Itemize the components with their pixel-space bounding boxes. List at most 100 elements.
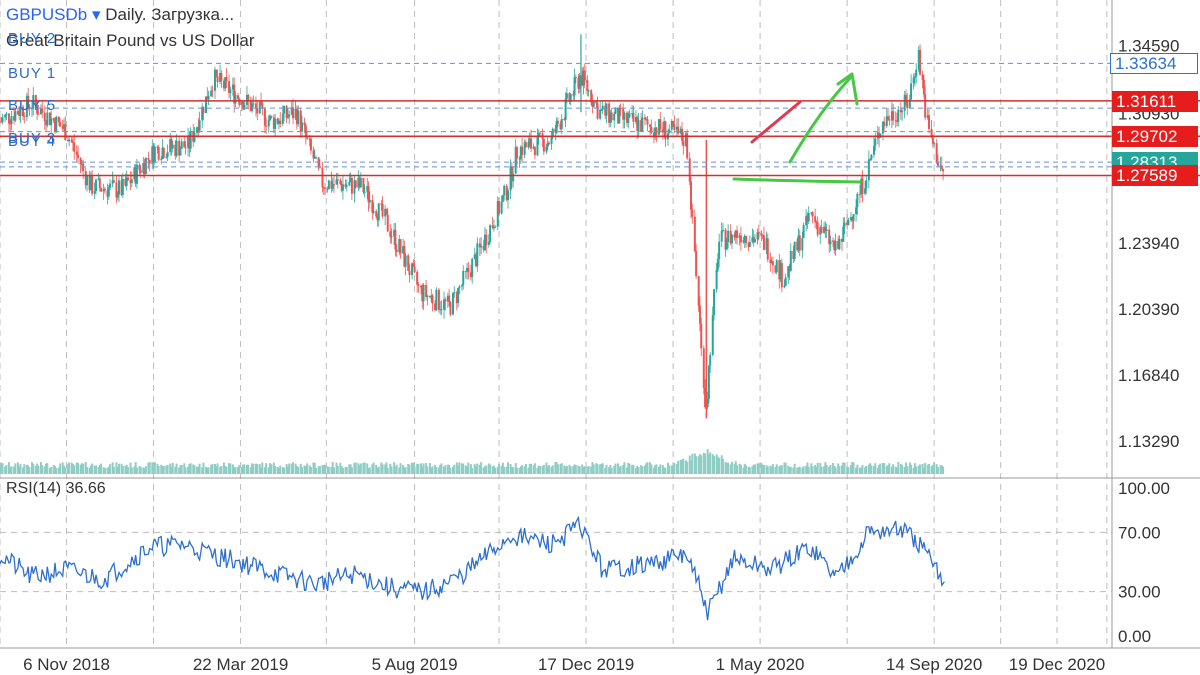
volume-bar xyxy=(89,465,92,474)
candle-body xyxy=(650,126,653,133)
candle-body xyxy=(780,262,783,288)
volume-bar xyxy=(483,466,486,474)
volume-bar xyxy=(52,465,55,474)
candle-body xyxy=(530,138,533,149)
volume-bar xyxy=(820,466,823,474)
volume-bar xyxy=(709,452,712,474)
volume-bar xyxy=(111,462,114,474)
volume-bar xyxy=(806,462,809,474)
candle-body xyxy=(120,180,123,195)
volume-bar xyxy=(867,464,870,474)
candle-body xyxy=(613,113,616,121)
candle-body xyxy=(19,106,22,116)
volume-bar xyxy=(724,462,727,474)
candle-body xyxy=(475,254,478,267)
candle-body xyxy=(306,136,309,139)
volume-bar xyxy=(160,464,163,474)
candle-body xyxy=(592,100,595,107)
candle-body xyxy=(778,260,781,280)
volume-bar xyxy=(572,466,575,474)
volume-bar xyxy=(192,464,195,474)
candle-body xyxy=(789,251,792,271)
candle-body xyxy=(834,241,837,251)
volume-bar xyxy=(300,467,303,474)
candle-body xyxy=(706,399,709,408)
horizontal-levels[interactable] xyxy=(0,62,1200,177)
volume-bar xyxy=(362,462,365,474)
volume-bar xyxy=(752,464,755,474)
volume-bar xyxy=(426,466,429,474)
candle-body xyxy=(881,121,884,134)
volume-bar xyxy=(50,467,53,474)
symbol-dropdown-icon[interactable]: ▾ xyxy=(91,5,101,24)
candle-body xyxy=(931,137,934,144)
candle-body xyxy=(869,159,872,161)
volume-bar xyxy=(939,465,942,474)
volume-bar xyxy=(494,467,497,474)
volume-bar xyxy=(748,467,751,474)
volume-bar xyxy=(668,465,671,474)
volume-bar xyxy=(277,467,280,474)
volume-bar xyxy=(718,457,721,474)
candle-body xyxy=(872,145,875,155)
volume-bar xyxy=(771,464,774,474)
alert-label-buy-4[interactable]: BUY 4 xyxy=(8,133,57,150)
volume-bar xyxy=(819,462,822,474)
candle-body xyxy=(704,387,707,408)
candle-body xyxy=(655,127,658,135)
volume-bar xyxy=(312,462,315,474)
candle-body xyxy=(806,215,809,222)
volume-bar xyxy=(816,462,819,474)
volume-bar xyxy=(242,464,245,474)
volume-bar xyxy=(0,462,3,474)
volume-bar xyxy=(238,465,241,474)
volume-bar xyxy=(618,467,621,474)
volume-bar xyxy=(118,463,121,474)
candle-body xyxy=(93,191,96,194)
candle-body xyxy=(437,289,440,310)
candle-body xyxy=(77,154,80,158)
volume-bar xyxy=(563,465,566,474)
candle-body xyxy=(527,141,530,148)
candle-body xyxy=(66,139,69,142)
candle-body xyxy=(389,231,392,237)
volume-bar xyxy=(838,465,841,474)
candle-body xyxy=(211,90,214,92)
volume-bar xyxy=(617,463,620,474)
y-tick-label: 1.23940 xyxy=(1118,234,1179,253)
symbol-name[interactable]: GBPUSDb xyxy=(6,5,88,24)
alert-label-buy-1[interactable]: BUY 1 xyxy=(8,65,57,82)
candle-body xyxy=(202,106,205,113)
candle-body xyxy=(756,232,759,240)
candle-body xyxy=(73,142,76,152)
alert-label-buy-2-top[interactable]: BUY 2 xyxy=(8,30,57,47)
volume-bar xyxy=(846,466,849,474)
candle-body xyxy=(256,107,259,114)
volume-bar xyxy=(473,464,476,474)
candle-body xyxy=(174,144,177,156)
candle-body xyxy=(348,182,351,186)
candle-body xyxy=(428,295,431,298)
candle-body xyxy=(376,216,379,221)
candle-body xyxy=(245,95,248,106)
candle-body xyxy=(143,163,146,174)
volume-bar xyxy=(7,462,10,474)
candle-body xyxy=(940,165,943,170)
volume-bar xyxy=(655,464,658,474)
alert-label-buy-3[interactable]: BUY 3 xyxy=(8,130,57,147)
candle-body xyxy=(404,255,407,267)
volume-bar xyxy=(650,464,653,474)
volume-bar xyxy=(730,461,733,474)
candle-body xyxy=(170,139,173,149)
volume-bar xyxy=(460,463,463,474)
volume-bar xyxy=(292,462,295,474)
candle-body xyxy=(796,241,799,251)
candle-body xyxy=(402,246,405,254)
candle-body xyxy=(231,84,234,90)
candle-body xyxy=(112,180,115,183)
candle-body xyxy=(297,110,300,125)
candle-body xyxy=(308,138,311,140)
candle-body xyxy=(375,211,378,217)
alert-label-buy-5[interactable]: BUY 5 xyxy=(8,97,57,114)
